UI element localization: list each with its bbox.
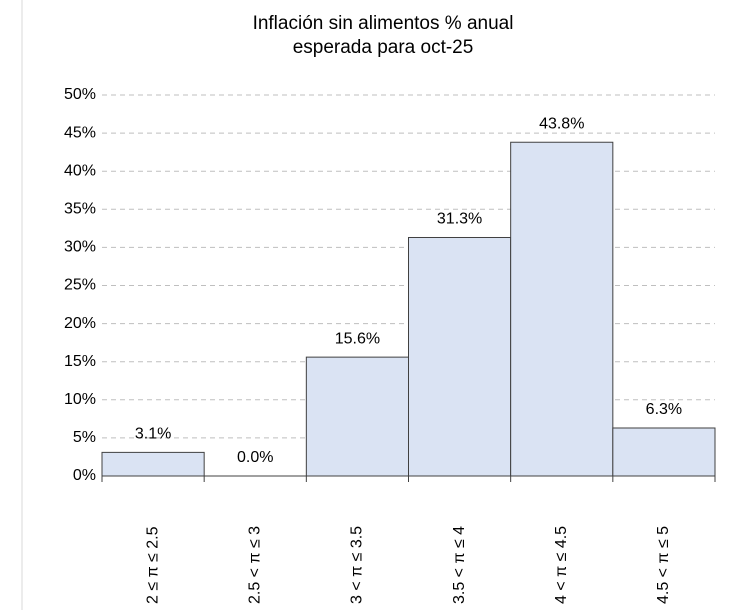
value-label: 3.1%	[135, 426, 171, 443]
y-tick-label: 0%	[73, 467, 96, 484]
y-tick-label: 25%	[64, 277, 96, 294]
bar	[305, 356, 410, 477]
x-tick-label: 4.5 < π ≤ 5	[655, 526, 672, 604]
y-tick-label: 5%	[73, 429, 96, 446]
y-tick-label: 50%	[64, 86, 96, 103]
value-label: 6.3%	[646, 401, 682, 418]
x-tick-label: 2.5 < π ≤ 3	[246, 526, 263, 604]
bar	[612, 427, 716, 477]
x-tick-label: 3 < π ≤ 3.5	[349, 526, 366, 604]
value-label: 31.3%	[437, 211, 482, 228]
chart-title: esperada para oct-25	[293, 37, 474, 58]
y-tick-label: 10%	[64, 391, 96, 408]
bar	[510, 141, 614, 477]
bar	[101, 451, 205, 477]
y-tick-label: 40%	[64, 162, 96, 179]
value-label: 0.0%	[237, 449, 273, 466]
y-tick-label: 30%	[64, 239, 96, 256]
x-tick-label: 4 < π ≤ 4.5	[553, 526, 570, 604]
y-tick-label: 15%	[64, 353, 96, 370]
value-label: 15.6%	[335, 330, 380, 347]
y-tick-label: 20%	[64, 315, 96, 332]
bar	[408, 236, 512, 477]
x-tick-label: 3.5 < π ≤ 4	[451, 526, 468, 604]
chart-title: Inflación sin alimentos % anual	[253, 13, 514, 34]
y-tick-label: 35%	[64, 201, 96, 218]
y-tick-label: 45%	[64, 124, 96, 141]
x-tick-label: 2 ≤ π ≤ 2.5	[144, 526, 161, 604]
value-label: 43.8%	[539, 115, 584, 132]
